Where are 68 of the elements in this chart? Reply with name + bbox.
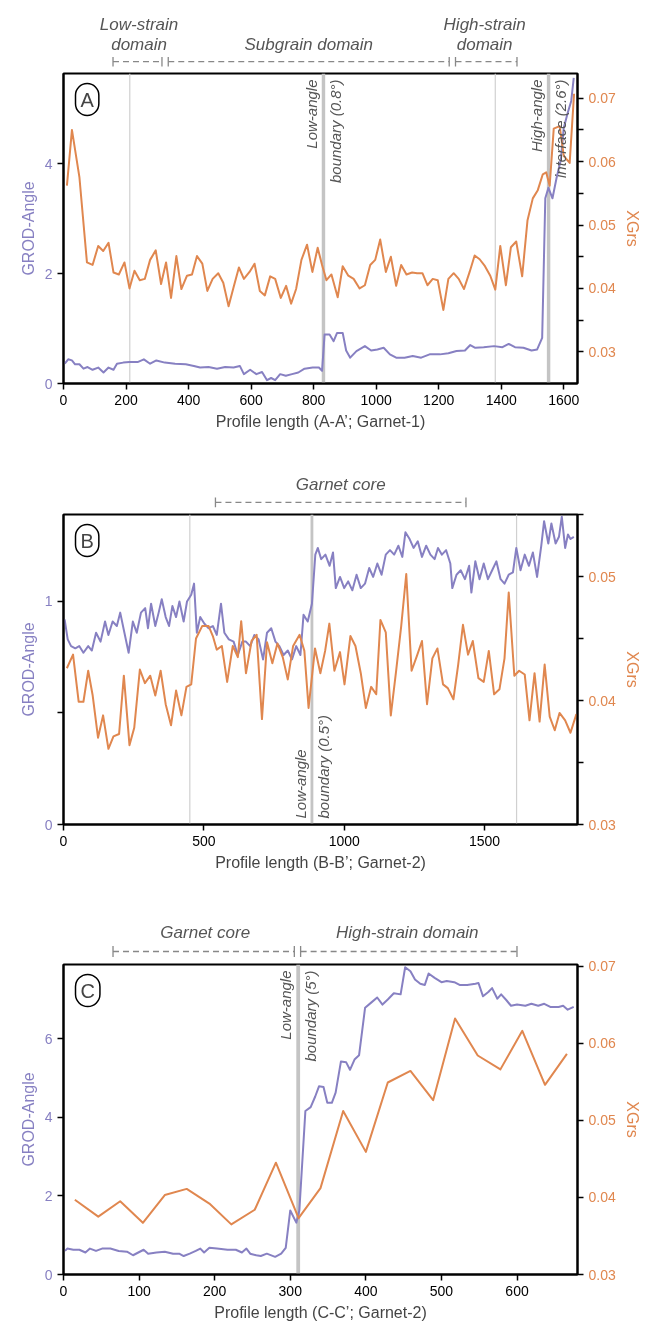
band-label: Low-angle boundary (0.5°) (291, 714, 333, 819)
text: Garnet core (295, 474, 386, 494)
x-tick-label: 400 (354, 1282, 378, 1299)
annotation: A (80, 88, 95, 111)
x-tick-label: 1000 (360, 391, 392, 408)
x-tick-label: 400 (176, 391, 201, 408)
y2-tick-label: 0.07 (588, 90, 616, 107)
y-tick-label: 1 (44, 593, 53, 610)
y-axis-title: GROD-Angle (19, 622, 37, 717)
x-tick-label: 1200 (423, 391, 455, 408)
line-series (63, 76, 575, 382)
y-tick-label: 0 (44, 816, 53, 833)
y-axis-title: GROD-Angle (19, 181, 37, 276)
line-series (63, 515, 575, 661)
y2-tick-label: 0.05 (588, 217, 616, 234)
x-tick-label: 1000 (328, 832, 361, 849)
y2-tick-label: 0.04 (588, 692, 616, 709)
y-tick-label: 0 (44, 1266, 53, 1283)
x-tick-label: 1600 (548, 391, 580, 408)
x-tick-label: 300 (278, 1282, 303, 1299)
x-tick-label: 600 (505, 1282, 529, 1299)
x-tick-label: 600 (239, 391, 263, 408)
band-label: High-angle interface (2.6°) (527, 79, 570, 179)
y2-tick-label: 0.03 (588, 816, 616, 833)
x-axis-title: Profile length (B-B’; Garnet-2) (215, 853, 426, 871)
line-series (64, 966, 575, 1258)
y-axis-title: GROD-Angle (19, 1072, 37, 1167)
text: Low-strain domain (99, 14, 179, 54)
y2-tick-label: 0.07 (588, 958, 616, 975)
x-tick-label: 200 (203, 1282, 227, 1299)
y2-axis-title: XGrs (623, 1101, 641, 1138)
band-label: Low-angle boundary (0.8°) (302, 79, 345, 184)
x-tick-label: 100 (127, 1282, 151, 1299)
x-axis-title: Profile length (C-C’; Garnet-2) (214, 1303, 427, 1321)
text: High-strain domain (443, 14, 526, 54)
y2-tick-label: 0.06 (588, 1035, 616, 1052)
band-label: Low-angle boundary (5°) (277, 970, 320, 1062)
x-tick-label: 800 (301, 391, 326, 408)
x-tick-label: 1400 (485, 391, 517, 408)
y2-axis-title: XGrs (623, 651, 641, 688)
text: Garnet core (160, 922, 251, 942)
text: Subgrain domain (244, 34, 373, 54)
annotation: C (80, 979, 95, 1002)
x-tick-label: 1500 (469, 832, 501, 849)
y2-tick-label: 0.06 (588, 153, 616, 170)
y2-tick-label: 0.05 (588, 568, 616, 585)
y2-tick-label: 0.04 (588, 1189, 616, 1206)
y2-axis-title: XGrs (623, 210, 641, 247)
y2-tick-label: 0.05 (588, 1112, 616, 1129)
x-tick-label: 0 (59, 1282, 68, 1299)
x-tick-label: 500 (429, 1282, 454, 1299)
x-tick-label: 0 (59, 391, 68, 408)
y-tick-label: 4 (44, 1109, 53, 1126)
x-axis-title: Profile length (A-A’; Garnet-1) (215, 412, 426, 430)
y-tick-label: 4 (44, 155, 53, 172)
y2-tick-label: 0.04 (588, 280, 616, 297)
y-tick-label: 6 (44, 1030, 53, 1047)
x-tick-label: 200 (114, 391, 138, 408)
x-tick-label: 0 (59, 832, 68, 849)
text: High-strain domain (335, 922, 479, 942)
x-tick-label: 500 (192, 832, 216, 849)
y-tick-label: 0 (44, 375, 53, 392)
y-tick-label: 2 (44, 1187, 53, 1204)
y2-tick-label: 0.03 (588, 343, 616, 360)
line-series (65, 573, 578, 750)
y2-tick-label: 0.03 (588, 1266, 616, 1283)
y-tick-label: 2 (44, 265, 53, 282)
annotation: B (80, 529, 94, 552)
